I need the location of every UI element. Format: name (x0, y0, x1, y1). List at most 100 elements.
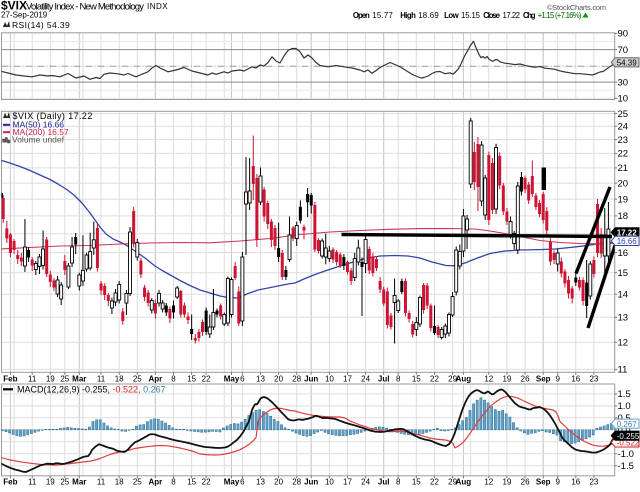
svg-text:54.39: 54.39 (617, 59, 638, 68)
svg-text:Aug: Aug (456, 374, 472, 383)
svg-text:©StockCharts.com: ©StockCharts.com (547, 3, 606, 12)
svg-text:9: 9 (555, 374, 560, 383)
svg-text:Sep: Sep (536, 477, 551, 486)
svg-text:May: May (224, 374, 240, 383)
svg-text:Sep: Sep (536, 374, 551, 383)
svg-text:90: 90 (618, 29, 629, 40)
svg-text:18: 18 (618, 211, 629, 222)
svg-text:18: 18 (115, 477, 124, 486)
svg-text:29: 29 (448, 374, 457, 383)
svg-text:1.0: 1.0 (618, 401, 631, 412)
svg-text:17: 17 (343, 477, 352, 486)
svg-text:22: 22 (430, 374, 439, 383)
svg-text:0.267: 0.267 (617, 420, 638, 429)
svg-text:-1.0: -1.0 (618, 449, 634, 460)
svg-text:13: 13 (256, 477, 265, 486)
svg-text:11: 11 (97, 477, 106, 486)
svg-text:25: 25 (133, 374, 142, 383)
svg-text:Aug: Aug (456, 477, 472, 486)
svg-text:18: 18 (115, 374, 124, 383)
svg-text:12: 12 (484, 477, 493, 486)
svg-text:23: 23 (589, 374, 598, 383)
svg-text:19: 19 (46, 477, 55, 486)
svg-text:11: 11 (28, 477, 37, 486)
svg-text:-1.5: -1.5 (618, 461, 634, 472)
svg-text:8: 8 (396, 374, 401, 383)
svg-text:Mar: Mar (72, 374, 86, 383)
svg-text:-0.255: -0.255 (617, 432, 640, 441)
svg-text:20: 20 (274, 374, 283, 383)
svg-text:16: 16 (571, 477, 580, 486)
svg-text:13: 13 (256, 374, 265, 383)
svg-text:May: May (224, 477, 240, 486)
svg-text:8: 8 (171, 374, 176, 383)
svg-text:26: 26 (521, 374, 530, 383)
svg-text:19: 19 (502, 477, 511, 486)
svg-text:24: 24 (361, 374, 370, 383)
svg-text:22: 22 (618, 149, 629, 160)
svg-text:Jun: Jun (304, 477, 318, 486)
svg-text:11: 11 (618, 365, 628, 376)
svg-text:15: 15 (412, 477, 421, 486)
svg-text:RSI(14) 54.39: RSI(14) 54.39 (12, 20, 70, 30)
svg-text:10: 10 (325, 374, 334, 383)
svg-text:14: 14 (618, 289, 629, 300)
svg-text:16: 16 (571, 374, 580, 383)
svg-text:17.22: 17.22 (617, 229, 638, 238)
svg-text:6: 6 (240, 374, 245, 383)
svg-text:Jul: Jul (378, 374, 390, 383)
svg-text:0.5: 0.5 (618, 413, 631, 424)
svg-text:24: 24 (618, 122, 629, 133)
svg-text:6: 6 (240, 477, 245, 486)
svg-text:15: 15 (618, 268, 629, 279)
svg-text:Feb: Feb (3, 374, 17, 383)
svg-text:13: 13 (618, 313, 629, 324)
svg-text:1.5: 1.5 (618, 389, 631, 400)
svg-text:Jul: Jul (378, 477, 390, 486)
svg-text:26: 26 (521, 477, 530, 486)
svg-text:8: 8 (396, 477, 401, 486)
svg-text:MACD(12,26,9) -0.255, -0.522,: MACD(12,26,9) -0.255, -0.522, 0.267 (17, 384, 166, 394)
svg-text:15: 15 (187, 374, 196, 383)
svg-text:8: 8 (171, 477, 176, 486)
svg-text:20: 20 (618, 178, 629, 189)
svg-text:15: 15 (412, 374, 421, 383)
svg-text:15: 15 (187, 477, 196, 486)
svg-text:25: 25 (133, 477, 142, 486)
svg-text:Feb: Feb (3, 477, 17, 486)
svg-text:21: 21 (618, 163, 629, 174)
svg-text:19: 19 (46, 374, 55, 383)
svg-text:22: 22 (202, 374, 211, 383)
svg-text:Volatility Index - New Methodo: Volatility Index - New Methodology (26, 2, 144, 13)
svg-text:$VIX: $VIX (1, 0, 27, 13)
svg-text:10: 10 (325, 477, 334, 486)
svg-text:70: 70 (618, 45, 629, 56)
svg-text:30: 30 (618, 77, 629, 88)
svg-text:16.66: 16.66 (617, 237, 638, 246)
svg-text:29: 29 (448, 477, 457, 486)
svg-text:19: 19 (618, 194, 629, 205)
svg-text:23: 23 (589, 477, 598, 486)
svg-text:$VIX (Daily) 17.22: $VIX (Daily) 17.22 (13, 111, 93, 121)
svg-text:11: 11 (28, 374, 37, 383)
svg-text:10: 10 (618, 94, 629, 105)
svg-text:22: 22 (430, 477, 439, 486)
svg-text:MA(50) 16.66: MA(50) 16.66 (13, 120, 65, 130)
svg-text:28: 28 (292, 374, 301, 383)
svg-text:-0.522: -0.522 (617, 439, 640, 448)
svg-text:22: 22 (202, 477, 211, 486)
svg-text:12: 12 (618, 338, 629, 349)
svg-text:Apr: Apr (149, 374, 163, 383)
svg-text:19: 19 (502, 374, 511, 383)
svg-text:0.0: 0.0 (618, 425, 631, 436)
svg-text:28: 28 (292, 477, 301, 486)
svg-text:Mar: Mar (72, 477, 86, 486)
svg-text:Apr: Apr (149, 477, 163, 486)
svg-text:20: 20 (274, 477, 283, 486)
svg-text:MA(200) 16.57: MA(200) 16.57 (13, 127, 69, 137)
svg-text:12: 12 (484, 374, 493, 383)
svg-text:27-Sep-2019: 27-Sep-2019 (1, 11, 48, 20)
svg-text:11: 11 (97, 374, 106, 383)
svg-text:9: 9 (555, 477, 560, 486)
